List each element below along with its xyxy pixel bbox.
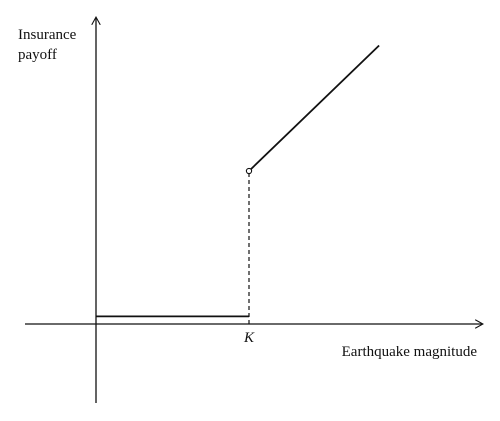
payoff-marks	[96, 44, 380, 324]
y-axis-label-line-2: payoff	[18, 47, 57, 63]
open-endpoint	[245, 167, 253, 175]
payoff-segment-2	[248, 44, 380, 172]
threshold-tick-label: K	[243, 330, 255, 346]
y-axis-label-line-1: Insurance	[18, 27, 77, 43]
x-axis-label: Earthquake magnitude	[342, 344, 478, 360]
